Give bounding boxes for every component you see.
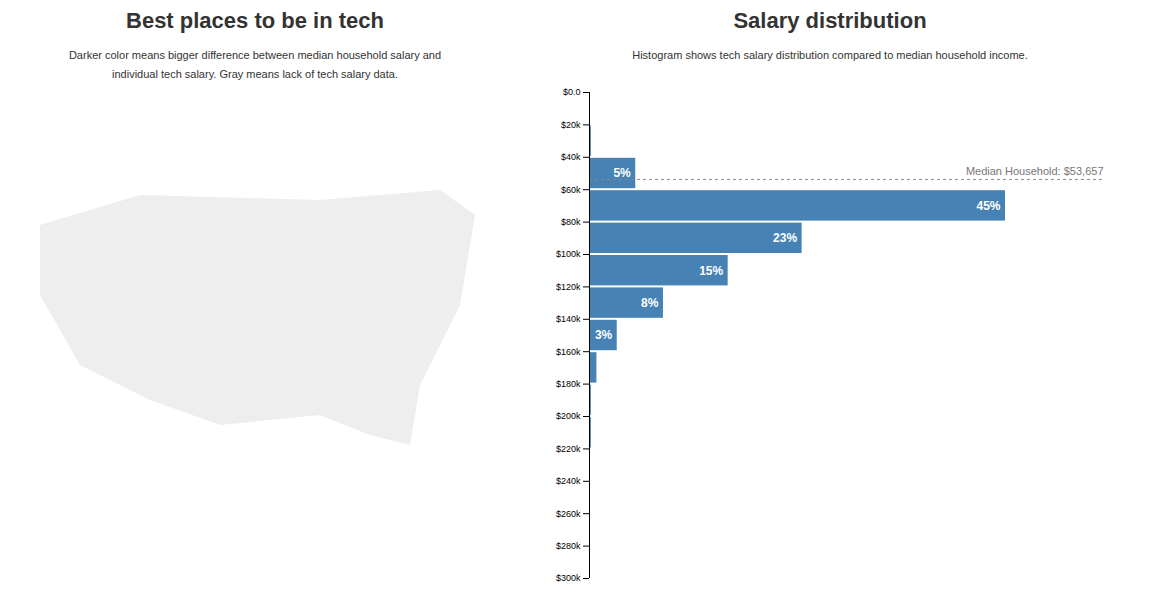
svg-text:$160k: $160k <box>556 347 581 357</box>
svg-text:$180k: $180k <box>556 379 581 389</box>
html-text:Best places to be in tech: Best places to be in tech <box>126 8 384 33</box>
svg-text:$140k: $140k <box>556 314 581 324</box>
html-text:Histogram shows tech salary di: Histogram shows tech salary distribution… <box>632 49 1028 61</box>
svg-text:$240k: $240k <box>556 476 581 486</box>
svg-text:5%: 5% <box>613 166 631 180</box>
svg-text:$60k: $60k <box>561 185 581 195</box>
svg-text:$20k: $20k <box>561 120 581 130</box>
svg-text:$40k: $40k <box>561 152 581 162</box>
svg-text:15%: 15% <box>699 264 723 278</box>
svg-text:$220k: $220k <box>556 444 581 454</box>
svg-text:$280k: $280k <box>556 541 581 551</box>
svg-text:Median Household: $53,657: Median Household: $53,657 <box>966 165 1104 177</box>
svg-text:23%: 23% <box>773 231 797 245</box>
svg-text:45%: 45% <box>976 199 1000 213</box>
svg-text:$120k: $120k <box>556 282 581 292</box>
svg-text:$260k: $260k <box>556 509 581 519</box>
svg-text:8%: 8% <box>641 296 659 310</box>
html-text:Salary distribution: Salary distribution <box>733 8 927 33</box>
svg-text:$200k: $200k <box>556 411 581 421</box>
svg-text:3%: 3% <box>595 328 613 342</box>
svg-text:$100k: $100k <box>556 249 581 259</box>
html-text:Darker color means bigger diff: Darker color means bigger difference bet… <box>68 49 442 80</box>
svg-text:$80k: $80k <box>561 217 581 227</box>
svg-text:$300k: $300k <box>556 573 581 583</box>
svg-text:$0.0: $0.0 <box>563 87 581 97</box>
